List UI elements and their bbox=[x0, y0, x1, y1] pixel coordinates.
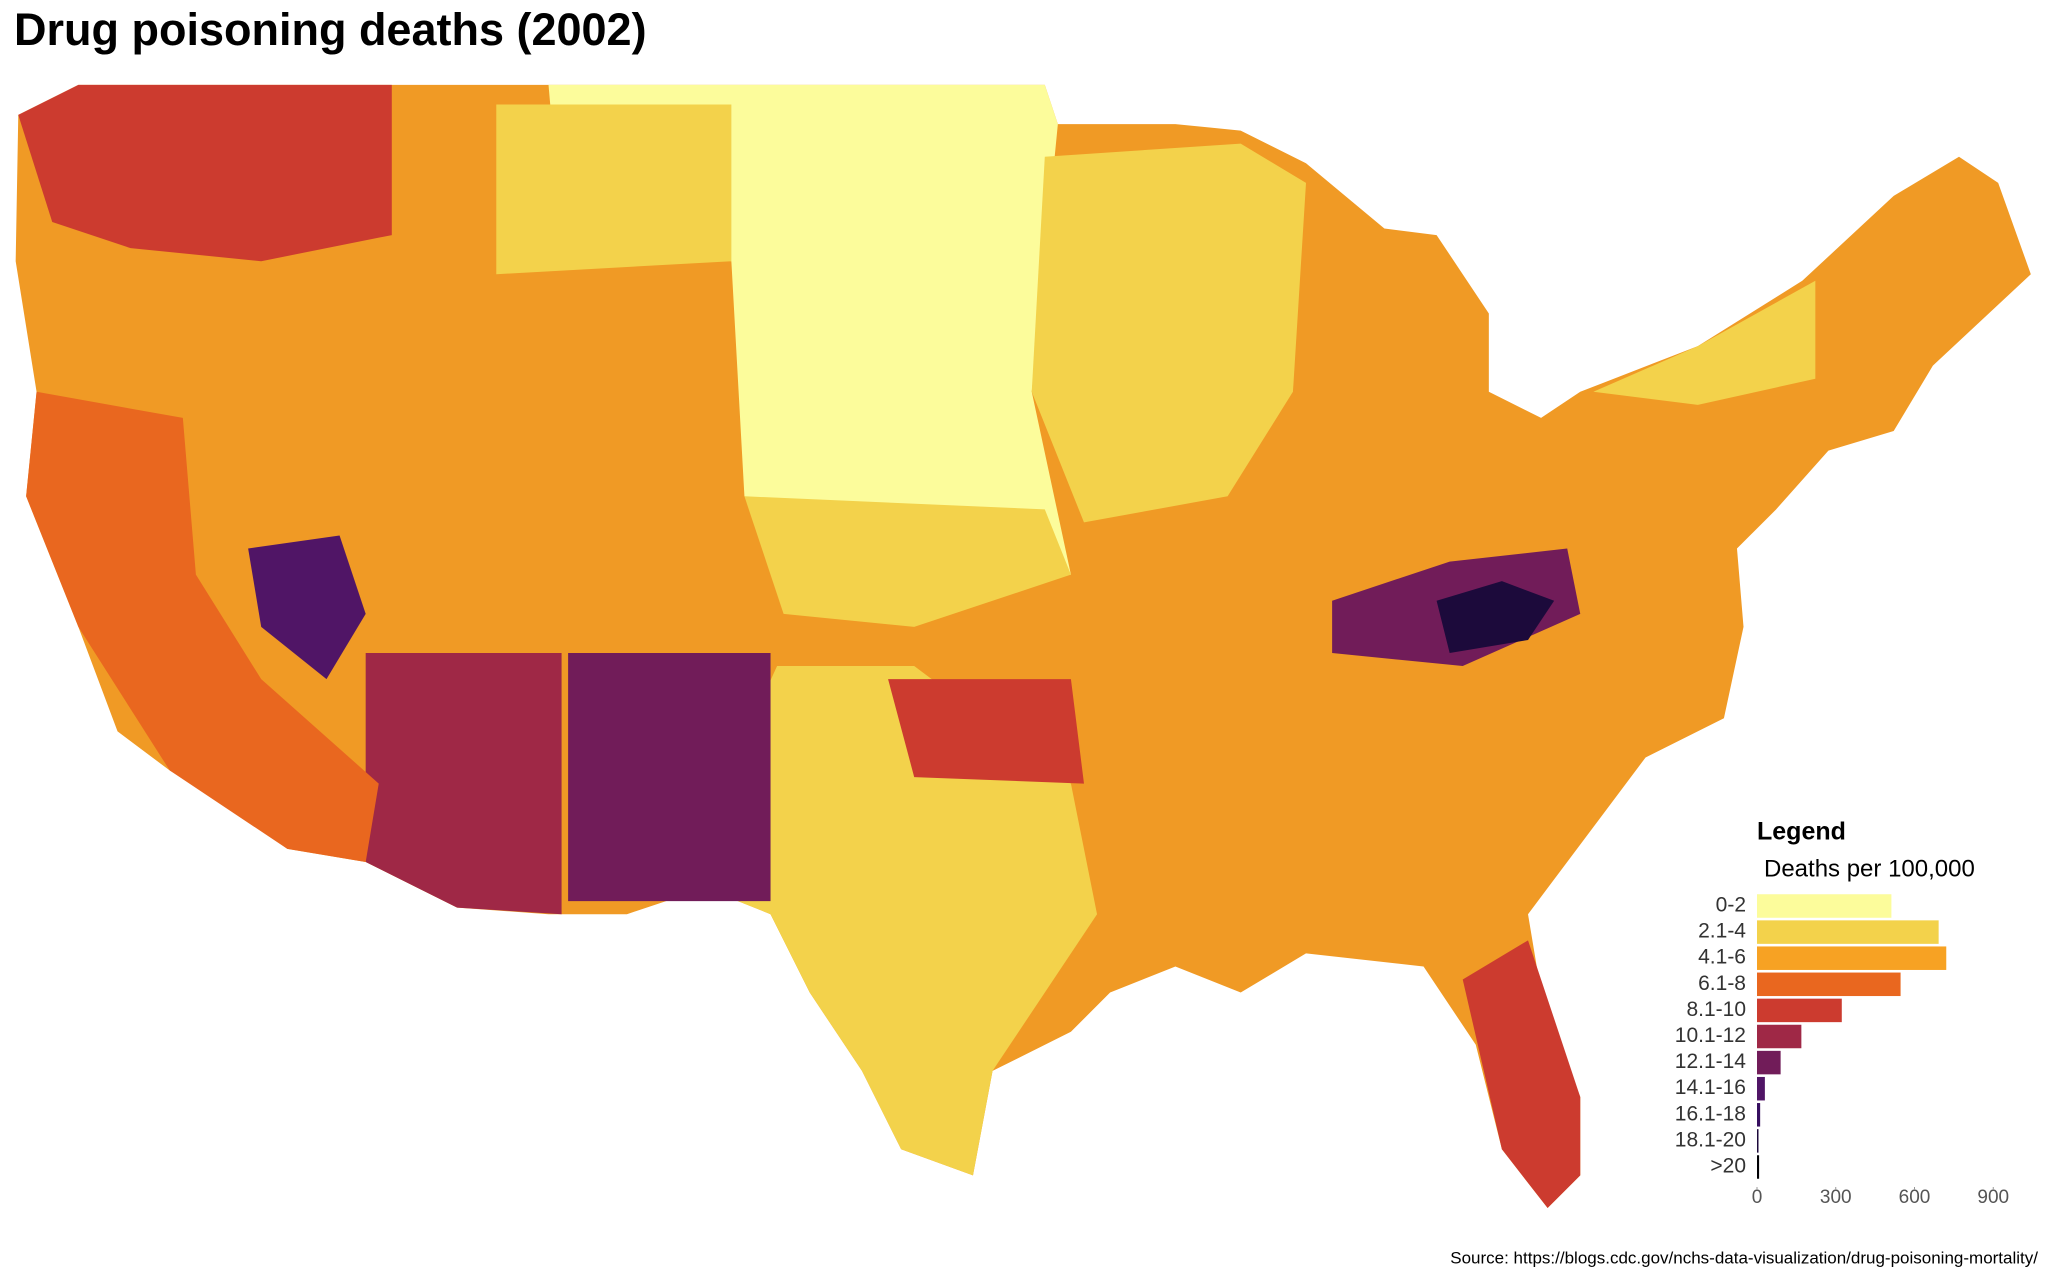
x-tick-label: 300 bbox=[1820, 1187, 1852, 1208]
legend-label: 10.1-12 bbox=[1675, 1024, 1746, 1047]
legend-label: 16.1-18 bbox=[1675, 1102, 1746, 1125]
legend-subtitle: Deaths per 100,000 bbox=[1764, 855, 1975, 882]
region-plains-south bbox=[744, 496, 1071, 627]
us-map bbox=[15, 84, 2031, 1209]
legend-title: Legend bbox=[1757, 818, 1846, 846]
source-note: Source: https://blogs.cdc.gov/nchs-data-… bbox=[1450, 1248, 2038, 1267]
legend-bar bbox=[1757, 1024, 1802, 1049]
legend-label: 18.1-20 bbox=[1675, 1128, 1746, 1151]
legend-label: >20 bbox=[1710, 1155, 1746, 1178]
us-outline bbox=[15, 84, 2031, 1209]
legend-bar bbox=[1757, 1076, 1765, 1101]
legend-bar bbox=[1757, 972, 1901, 997]
region-kentucky-core bbox=[1436, 581, 1555, 653]
region-northeast bbox=[1593, 280, 1816, 405]
x-tick-label: 600 bbox=[1899, 1187, 1931, 1208]
legend-bar bbox=[1757, 946, 1947, 970]
legend-bar bbox=[1757, 920, 1939, 944]
legend-label: 12.1-14 bbox=[1675, 1050, 1747, 1073]
region-newmexico bbox=[568, 653, 771, 902]
region-northwest bbox=[18, 84, 392, 262]
region-oklahoma bbox=[888, 679, 1084, 784]
legend-label: 6.1-8 bbox=[1698, 972, 1746, 995]
legend-label: 2.1-4 bbox=[1698, 920, 1746, 943]
legend-bar bbox=[1757, 1155, 1760, 1179]
legend-bar bbox=[1757, 894, 1892, 918]
legend-bar bbox=[1757, 1103, 1761, 1127]
legend-bar bbox=[1757, 1129, 1759, 1153]
region-midwest bbox=[1031, 143, 1306, 523]
legend-label: 0-2 bbox=[1716, 894, 1746, 917]
legend: Legend Deaths per 100,000 0-2 2.1-4 4.1-6 6… bbox=[1675, 818, 2009, 1208]
region-southwest bbox=[365, 653, 562, 915]
region-nevada bbox=[248, 535, 366, 680]
legend-bar bbox=[1757, 1050, 1781, 1075]
region-california-coast bbox=[26, 391, 379, 862]
x-tick-label: 900 bbox=[1977, 1187, 2009, 1208]
x-tick-label: 0 bbox=[1752, 1187, 1763, 1208]
legend-label: 14.1-16 bbox=[1675, 1076, 1746, 1099]
page-title: Drug poisoning deaths (2002) bbox=[14, 4, 647, 55]
legend-bar bbox=[1757, 998, 1842, 1023]
region-florida bbox=[1462, 940, 1581, 1209]
region-wyoming bbox=[496, 104, 732, 275]
legend-label: 8.1-10 bbox=[1686, 998, 1746, 1021]
legend-label: 4.1-6 bbox=[1698, 946, 1746, 969]
